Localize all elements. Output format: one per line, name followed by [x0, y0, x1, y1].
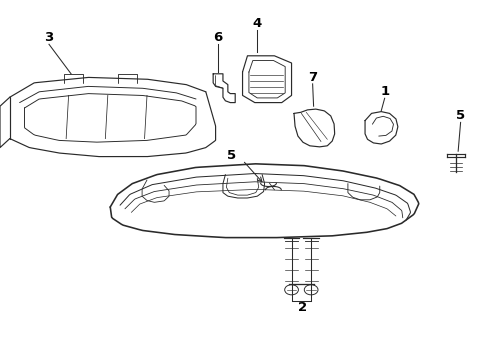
- Text: 1: 1: [380, 85, 389, 98]
- Text: 4: 4: [253, 17, 262, 30]
- Text: 7: 7: [308, 71, 317, 84]
- Text: 3: 3: [45, 31, 53, 44]
- Text: 2: 2: [298, 301, 307, 314]
- Text: 5: 5: [227, 149, 236, 162]
- Text: 6: 6: [214, 31, 222, 44]
- Text: 5: 5: [456, 109, 465, 122]
